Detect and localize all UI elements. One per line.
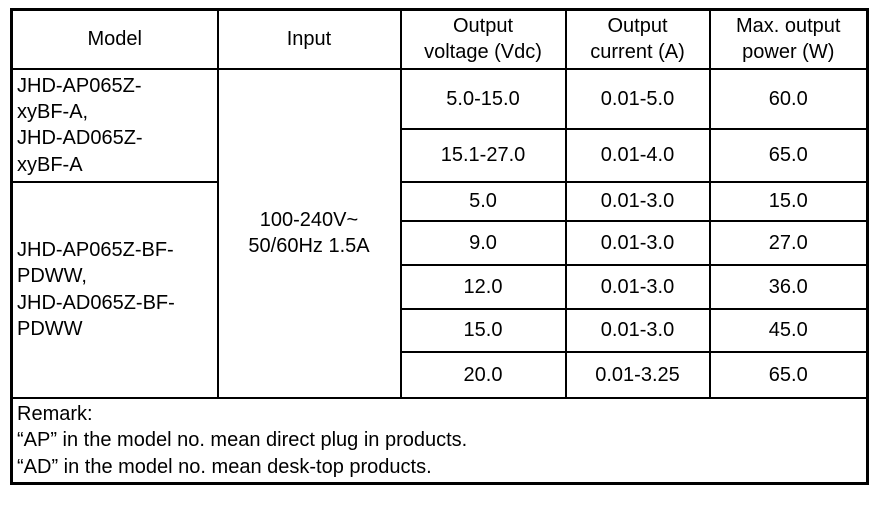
table-row: 20.0 0.01-3.25 65.0	[12, 350, 869, 399]
current-cell: 0.01-3.0	[564, 180, 711, 222]
current-cell: 0.01-3.0	[564, 307, 711, 353]
power-spec-table: Model Input Output voltage (Vdc) Output …	[10, 8, 869, 485]
remark-title: Remark:	[17, 402, 93, 425]
table-row: 12.0 0.01-3.0 36.0	[12, 263, 869, 310]
header-cell-max-output-power: Max. output power (W)	[708, 8, 869, 70]
voltage-cell: 15.1-27.0	[399, 127, 567, 183]
voltage-cell: 5.0-15.0	[399, 67, 567, 130]
table-row: 15.0 0.01-3.0 45.0	[12, 307, 869, 353]
table-row: 15.1-27.0 0.01-4.0 65.0	[12, 127, 869, 183]
power-cell: 27.0	[708, 219, 869, 266]
input-value-cell: 100-240V~ 50/60Hz 1.5A	[216, 67, 402, 399]
header-row: Model Input Output voltage (Vdc) Output …	[10, 8, 869, 70]
table-row: JHD-AP065Z- xyBF-A, JHD-AD065Z- xyBF-A 1…	[10, 67, 869, 399]
remark-row: Remark: “AP” in the model no. mean direc…	[10, 396, 869, 485]
power-cell: 45.0	[708, 307, 869, 353]
model-group-1-cell: JHD-AP065Z- xyBF-A, JHD-AD065Z- xyBF-A	[10, 67, 219, 183]
header-cell-output-voltage: Output voltage (Vdc)	[399, 8, 567, 70]
table-row: JHD-AP065Z-BF- PDWW, JHD-AD065Z-BF- PDWW…	[10, 180, 869, 399]
power-cell: 65.0	[708, 127, 869, 183]
table-row: 9.0 0.01-3.0 27.0	[12, 219, 869, 266]
power-cell: 60.0	[708, 67, 869, 130]
current-cell: 0.01-3.25	[564, 350, 711, 399]
header-cell-model: Model	[10, 8, 219, 70]
power-cell: 36.0	[708, 263, 869, 310]
model-group-2-cell: JHD-AP065Z-BF- PDWW, JHD-AD065Z-BF- PDWW	[10, 180, 219, 399]
voltage-cell: 5.0	[399, 180, 567, 222]
current-cell: 0.01-3.0	[564, 263, 711, 310]
header-cell-output-current: Output current (A)	[564, 8, 711, 70]
header-cell-input: Input	[216, 8, 402, 70]
power-cell: 65.0	[708, 350, 869, 399]
remark-line-ad: “AD” in the model no. mean desk-top prod…	[17, 455, 432, 478]
current-cell: 0.01-5.0	[564, 67, 711, 130]
current-cell: 0.01-3.0	[564, 219, 711, 266]
voltage-cell: 15.0	[399, 307, 567, 353]
remark-line-ap: “AP” in the model no. mean direct plug i…	[17, 429, 468, 452]
current-cell: 0.01-4.0	[564, 127, 711, 183]
power-cell: 15.0	[708, 180, 869, 222]
voltage-cell: 9.0	[399, 219, 567, 266]
voltage-cell: 20.0	[399, 350, 567, 399]
voltage-cell: 12.0	[399, 263, 567, 310]
remark-cell: Remark: “AP” in the model no. mean direc…	[10, 396, 869, 485]
